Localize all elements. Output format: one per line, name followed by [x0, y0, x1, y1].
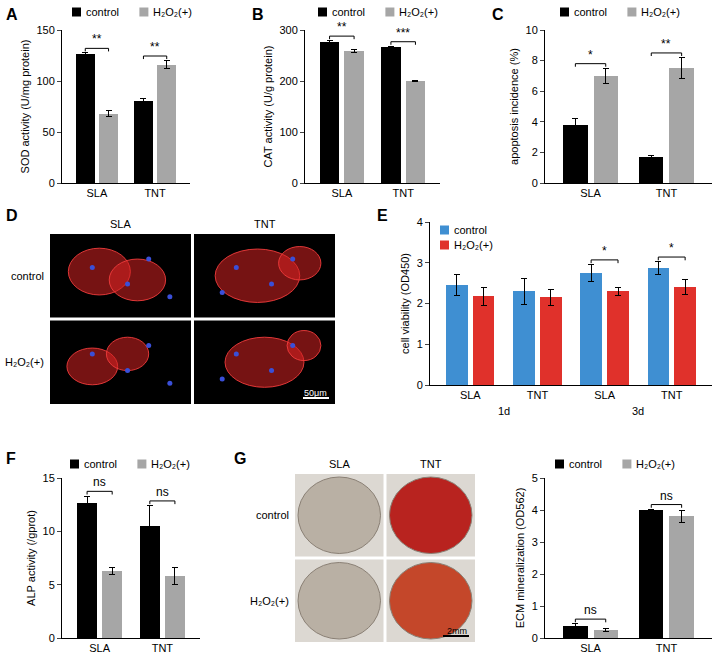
svg-text:TNT: TNT — [661, 389, 683, 401]
svg-text:1d: 1d — [498, 405, 510, 417]
svg-text:SLA: SLA — [110, 218, 131, 230]
svg-text:TNT: TNT — [144, 187, 166, 199]
svg-text:SLA: SLA — [594, 389, 615, 401]
svg-text:100: 100 — [36, 75, 54, 87]
svg-text:SLA: SLA — [460, 389, 481, 401]
svg-text:SLA: SLA — [580, 642, 601, 654]
svg-text:4: 4 — [532, 504, 538, 516]
svg-text:**: ** — [661, 37, 671, 51]
svg-text:CAT activity (U/g protein): CAT activity (U/g protein) — [262, 46, 274, 168]
svg-text:control: control — [332, 6, 365, 18]
svg-text:*: * — [602, 244, 607, 258]
svg-text:G: G — [234, 450, 246, 467]
svg-text:1: 1 — [532, 600, 538, 612]
svg-text:ns: ns — [584, 603, 597, 617]
svg-text:SLA: SLA — [87, 187, 108, 199]
svg-text:H₂O₂(+): H₂O₂(+) — [151, 458, 190, 470]
svg-text:1: 1 — [417, 338, 423, 350]
svg-text:ns: ns — [93, 475, 106, 489]
svg-text:H₂O₂(+): H₂O₂(+) — [5, 356, 44, 368]
svg-text:H₂O₂(+): H₂O₂(+) — [399, 6, 438, 18]
svg-text:ALP activity (/gprot): ALP activity (/gprot) — [25, 510, 37, 606]
svg-text:10: 10 — [526, 24, 538, 36]
svg-text:control: control — [256, 509, 289, 521]
svg-text:control: control — [11, 270, 44, 282]
svg-text:150: 150 — [36, 24, 54, 36]
svg-text:SOD activity (U/mg protein): SOD activity (U/mg protein) — [19, 40, 31, 174]
svg-text:F: F — [6, 450, 16, 467]
svg-text:TNT: TNT — [656, 642, 678, 654]
svg-text:D: D — [6, 207, 18, 224]
svg-text:200: 200 — [279, 75, 297, 87]
svg-text:0: 0 — [532, 632, 538, 644]
svg-text:H₂O₂(+): H₂O₂(+) — [250, 595, 289, 607]
svg-text:**: ** — [92, 32, 102, 46]
svg-text:ns: ns — [156, 485, 169, 499]
svg-text:3: 3 — [417, 257, 423, 269]
svg-text:E: E — [377, 207, 388, 224]
svg-text:**: ** — [150, 40, 160, 54]
svg-text:H₂O₂(+): H₂O₂(+) — [636, 458, 675, 470]
svg-text:control: control — [84, 458, 117, 470]
svg-text:0: 0 — [49, 177, 55, 189]
svg-text:*: * — [669, 241, 674, 255]
svg-text:50μm: 50μm — [304, 388, 327, 398]
svg-text:4: 4 — [532, 116, 538, 128]
svg-text:A: A — [6, 6, 18, 23]
svg-text:H₂O₂(+): H₂O₂(+) — [153, 6, 192, 18]
svg-text:0: 0 — [532, 177, 538, 189]
svg-text:control: control — [86, 6, 119, 18]
svg-text:300: 300 — [279, 24, 297, 36]
svg-text:100: 100 — [279, 126, 297, 138]
svg-text:SLA: SLA — [329, 458, 350, 470]
svg-text:H₂O₂(+): H₂O₂(+) — [454, 239, 493, 251]
svg-text:TNT: TNT — [656, 187, 678, 199]
svg-text:3d: 3d — [632, 405, 644, 417]
svg-text:0: 0 — [49, 632, 55, 644]
svg-text:TNT: TNT — [392, 187, 414, 199]
svg-text:10: 10 — [43, 525, 55, 537]
svg-text:0: 0 — [417, 379, 423, 391]
svg-text:control: control — [454, 224, 487, 236]
svg-text:5: 5 — [49, 579, 55, 591]
svg-text:3: 3 — [532, 536, 538, 548]
svg-text:TNT: TNT — [254, 218, 276, 230]
svg-text:C: C — [492, 6, 504, 23]
svg-text:ECM mineralization (OD562): ECM mineralization (OD562) — [514, 488, 526, 629]
svg-text:SLA: SLA — [331, 187, 352, 199]
svg-text:5: 5 — [532, 472, 538, 484]
svg-text:2: 2 — [532, 568, 538, 580]
svg-text:cell viability (OD450): cell viability (OD450) — [399, 253, 411, 354]
svg-text:4: 4 — [417, 216, 423, 228]
svg-text:8: 8 — [532, 54, 538, 66]
svg-text:control: control — [574, 6, 607, 18]
svg-text:SLA: SLA — [89, 642, 110, 654]
svg-text:TNT: TNT — [527, 389, 549, 401]
svg-text:TNT: TNT — [152, 642, 174, 654]
svg-text:TNT: TNT — [420, 458, 442, 470]
svg-text:SLA: SLA — [580, 187, 601, 199]
svg-text:2mm: 2mm — [447, 626, 467, 636]
svg-text:50: 50 — [43, 126, 55, 138]
svg-text:2: 2 — [417, 297, 423, 309]
svg-text:***: *** — [396, 26, 410, 40]
svg-text:control: control — [569, 458, 602, 470]
svg-text:0: 0 — [292, 177, 298, 189]
svg-text:apoptosis incidence (%): apoptosis incidence (%) — [508, 48, 520, 165]
svg-text:H₂O₂(+): H₂O₂(+) — [641, 6, 680, 18]
svg-text:15: 15 — [43, 472, 55, 484]
svg-text:**: ** — [337, 20, 347, 34]
svg-text:6: 6 — [532, 85, 538, 97]
svg-text:B: B — [252, 6, 264, 23]
svg-text:*: * — [588, 48, 593, 62]
svg-text:2: 2 — [532, 146, 538, 158]
svg-text:ns: ns — [660, 489, 673, 503]
